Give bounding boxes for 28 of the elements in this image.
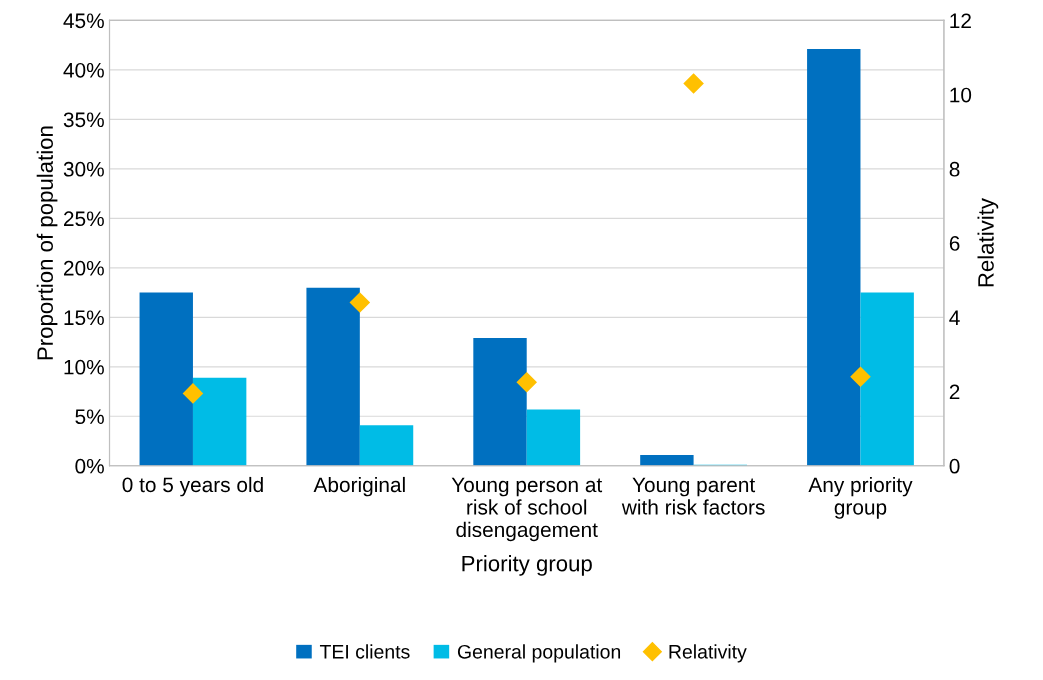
y-tick-label: 35% — [63, 112, 104, 128]
legend-label: TEI clients — [319, 644, 410, 659]
legend-label: General population — [457, 644, 621, 663]
y2-tick-label: 12 — [950, 13, 971, 28]
x-axis-title: Priority group — [462, 555, 592, 576]
y-tick-label: 40% — [63, 62, 104, 78]
x-tick-label: Aboriginal — [313, 476, 405, 497]
y-tick-label: 5% — [75, 409, 104, 425]
x-tick-label: Young person at risk of school disengagement — [451, 477, 603, 542]
y-tick-label: 15% — [64, 310, 104, 326]
y-tick-label: 30% — [63, 161, 104, 177]
x-tick-label: 0 to 5 years old — [122, 476, 263, 497]
y2-tick-label: 8 — [949, 161, 960, 177]
y-tick-label: 0% — [75, 458, 104, 474]
y-tick-label: 20% — [64, 260, 104, 276]
legend-label: Relativity — [669, 644, 747, 663]
y-axis-title: Proportion of population — [36, 126, 58, 360]
y2-tick-label: 2 — [949, 384, 960, 400]
y2-tick-label: 0 — [949, 458, 960, 474]
y2-tick-label: 4 — [949, 310, 960, 325]
y-tick-label: 45% — [63, 13, 104, 29]
y-tick-label: 10% — [64, 359, 104, 375]
x-tick-label: Young parent with risk factors — [621, 477, 765, 515]
x-tick-label: Any priority group — [808, 476, 913, 519]
y-tick-label: 25% — [64, 211, 104, 227]
y2-tick-label: 6 — [949, 236, 960, 251]
y2-axis-title: Relativity — [977, 198, 999, 287]
y2-tick-label: 10 — [950, 87, 972, 103]
